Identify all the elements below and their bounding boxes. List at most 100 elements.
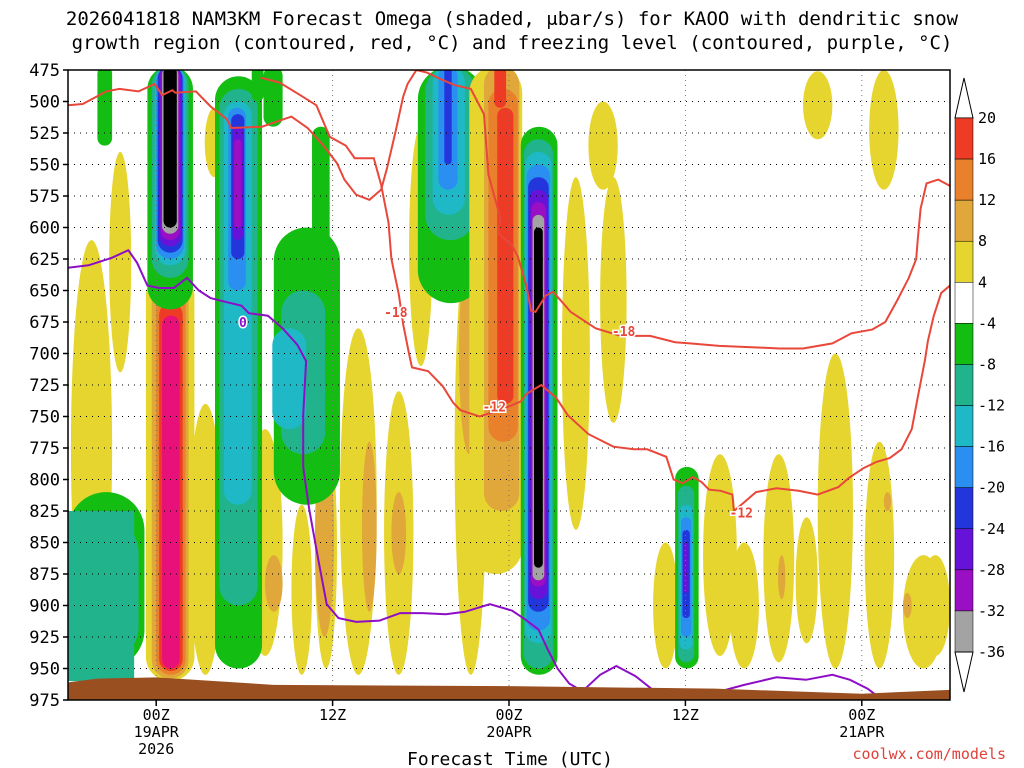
- colorbar-bin-2: [954, 199, 974, 242]
- omega-contour-1-8: [163, 70, 177, 228]
- terrain-below-surface: [68, 677, 950, 700]
- omega-contour-6-8: [533, 227, 543, 568]
- y-tick-label-850: 850: [29, 534, 60, 554]
- omega-band-weak-ascent-25: [803, 71, 833, 140]
- chart-title-line-2: growth region (contoured, red, °C) and f…: [71, 32, 953, 54]
- x-tick-label-0: 00Z: [143, 706, 170, 724]
- colorbar-label-12: -32: [978, 602, 1005, 620]
- omega-band-weak-ascent-19: [763, 454, 795, 663]
- x-tick-year-0: 2026: [138, 740, 174, 758]
- x-tick-label-3: 12Z: [672, 706, 699, 724]
- terrain-fill: [68, 677, 950, 700]
- colorbar-bin-7: [954, 405, 974, 447]
- x-tick-label-4: 00Z: [848, 706, 875, 724]
- y-tick-label-650: 650: [29, 282, 60, 302]
- y-tick-label-775: 775: [29, 439, 60, 459]
- grid: [68, 70, 950, 700]
- colorbar-bin-0: [954, 117, 974, 160]
- colorbar-label-10: -24: [978, 520, 1005, 538]
- omega-contour-10-1: [312, 126, 330, 278]
- y-tick-label-475: 475: [29, 61, 60, 81]
- y-axis-ticks: 475 500 525 550 575 600 625 650 675 700 725 750 775 8…: [29, 61, 68, 711]
- omega-descent-lower-left: [68, 511, 135, 682]
- colorbar-label-3: 8: [978, 232, 987, 250]
- y-tick-label-925: 925: [29, 628, 60, 648]
- omega-peak-1: [498, 70, 507, 89]
- omega-patch-moderate-ascent-7: [902, 592, 912, 619]
- y-tick-label-725: 725: [29, 376, 60, 396]
- omega-shading: [68, 70, 950, 682]
- colorbar-bin-10: [954, 528, 974, 571]
- colorbar-bin-8: [954, 446, 974, 488]
- x-axis-label: Forecast Time (UTC): [407, 749, 613, 768]
- contour-label-0: -18: [384, 306, 408, 321]
- colorbar-bottom-arrow: [954, 651, 974, 693]
- omega-band-weak-ascent-18: [729, 542, 759, 669]
- y-tick-label-525: 525: [29, 124, 60, 144]
- y-tick-label-675: 675: [29, 313, 60, 333]
- omega-patch-moderate-ascent-2: [362, 441, 377, 612]
- omega-contour-9-0: [97, 70, 113, 146]
- colorbar-bin-1: [954, 158, 974, 201]
- omega-patch-moderate-ascent-6: [883, 492, 892, 511]
- x-tick-label-2: 00Z: [495, 706, 522, 724]
- colorbar-label-8: -16: [978, 438, 1005, 456]
- y-tick-label-750: 750: [29, 408, 60, 428]
- omega-band-weak-ascent-14: [600, 177, 627, 423]
- omega-band-weak-ascent-16: [653, 542, 679, 669]
- colorbar-label-4: 4: [978, 273, 987, 291]
- y-tick-label-875: 875: [29, 565, 60, 585]
- colorbar-label-11: -28: [978, 561, 1005, 579]
- contour-label-2: -12: [483, 400, 506, 415]
- omega-contour-0-4: [162, 315, 180, 669]
- omega-contour-7-5: [683, 542, 689, 593]
- colorbar-label-7: -12: [978, 397, 1005, 415]
- colorbar-label-0: 20: [978, 109, 996, 127]
- chart-title-line-1: 2026041818 NAM3KM Forecast Omega (shaded…: [65, 8, 959, 30]
- omega-patch-moderate-ascent-0: [264, 555, 283, 612]
- colorbar-top-arrow: [954, 77, 974, 119]
- y-tick-label-800: 800: [29, 471, 60, 491]
- colorbar-bin-11: [954, 569, 974, 612]
- y-tick-label-550: 550: [29, 156, 60, 176]
- contour-label-4: 0: [239, 316, 247, 331]
- omega-band-weak-ascent-21: [817, 353, 853, 669]
- omega-band-weak-ascent-13: [561, 177, 590, 530]
- omega-band-weak-ascent-5: [291, 504, 313, 675]
- y-tick-label-700: 700: [29, 345, 60, 365]
- omega-contour-3-2: [272, 328, 307, 430]
- colorbar-label-6: -8: [978, 355, 996, 373]
- y-tick-label-575: 575: [29, 187, 60, 207]
- colorbar-label-2: 12: [978, 191, 996, 209]
- colorbar-bin-9: [954, 487, 974, 530]
- colorbar-label-13: -36: [978, 643, 1005, 661]
- omega-band-weak-ascent-15: [588, 101, 618, 190]
- colorbar-bin-3: [954, 240, 974, 283]
- omega-band-weak-ascent-1: [109, 151, 132, 373]
- omega-contour-2-6: [234, 139, 242, 228]
- omega-patch-moderate-ascent-5: [778, 555, 786, 600]
- colorbar-bin-5: [954, 323, 974, 365]
- omega-contour-5-3: [497, 107, 514, 404]
- y-tick-label-825: 825: [29, 502, 60, 522]
- source-credit[interactable]: coolwx.com/models: [852, 745, 1006, 763]
- omega-band-weak-ascent-20: [795, 517, 818, 644]
- y-tick-label-500: 500: [29, 93, 60, 113]
- y-tick-label-950: 950: [29, 660, 60, 680]
- colorbar-bin-6: [954, 364, 974, 406]
- x-tick-date-0: 19APR: [134, 723, 180, 741]
- y-tick-label-625: 625: [29, 250, 60, 270]
- contour-line-freezing-level: [68, 248, 884, 700]
- colorbar-bin-12: [954, 610, 974, 653]
- colorbar-label-5: -4: [978, 314, 996, 332]
- omega-contour-4-4: [444, 70, 452, 165]
- omega-patch-moderate-ascent-3: [391, 492, 407, 574]
- y-tick-label-900: 900: [29, 597, 60, 617]
- y-tick-label-600: 600: [29, 219, 60, 239]
- colorbar-bin-4: [954, 282, 974, 324]
- colorbar: 20 16 12 8 4 -4 -8 -12 -16 -20 -24 -28 -32 -36: [954, 77, 1005, 693]
- colorbar-label-9: -20: [978, 479, 1005, 497]
- contour-line-dgz-m18: [68, 70, 950, 350]
